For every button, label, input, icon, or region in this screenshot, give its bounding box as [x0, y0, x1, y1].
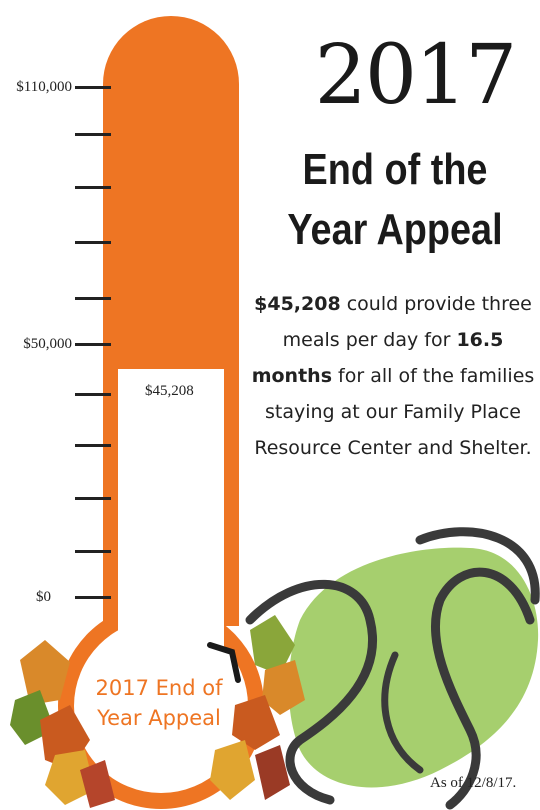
tick-50000	[75, 343, 111, 346]
bulb-text: 2017 End of Year Appeal	[84, 673, 234, 733]
tick-label-mid: $50,000	[23, 336, 72, 352]
tick-110000	[75, 86, 111, 89]
year-heading: 2017	[314, 28, 518, 123]
thermometer-neck	[118, 600, 224, 660]
tick	[75, 241, 111, 244]
swirl-right	[431, 567, 535, 810]
leaf-icon	[10, 640, 115, 808]
tick	[75, 497, 111, 500]
swirl-top	[415, 527, 540, 605]
green-leaf-shape	[288, 547, 539, 788]
title-line2: Year Appeal	[287, 205, 503, 254]
leaf-icon	[210, 615, 305, 800]
title-line1: End of the	[302, 145, 488, 194]
description-part2: for all of the families staying at our F…	[254, 365, 535, 459]
tick	[75, 444, 111, 447]
current-amount-label: $45,208	[145, 383, 194, 399]
appeal-description: $45,208 could provide three meals per da…	[248, 286, 538, 466]
page-title: End of the Year Appeal	[270, 140, 519, 260]
tick-0	[75, 596, 111, 599]
tick-label-top: $110,000	[16, 79, 72, 95]
tick-label-bottom: $0	[36, 589, 51, 605]
amount-highlight: $45,208	[254, 293, 341, 315]
tick	[75, 186, 111, 189]
swirl-left	[245, 579, 377, 805]
months-highlight: 16.5 months	[251, 329, 504, 387]
tick	[75, 297, 111, 300]
description-part1: could provide three meals per day for	[282, 293, 532, 351]
swirl-center	[381, 651, 424, 774]
tick	[75, 550, 111, 553]
as-of-date: As of 12/8/17.	[430, 775, 517, 791]
bulb-text-line1: 2017 End of	[95, 676, 223, 700]
bulb-text-line2: Year Appeal	[97, 706, 221, 730]
tick	[75, 133, 111, 136]
thermometer-unfilled-area	[118, 369, 224, 631]
tick	[75, 393, 111, 396]
